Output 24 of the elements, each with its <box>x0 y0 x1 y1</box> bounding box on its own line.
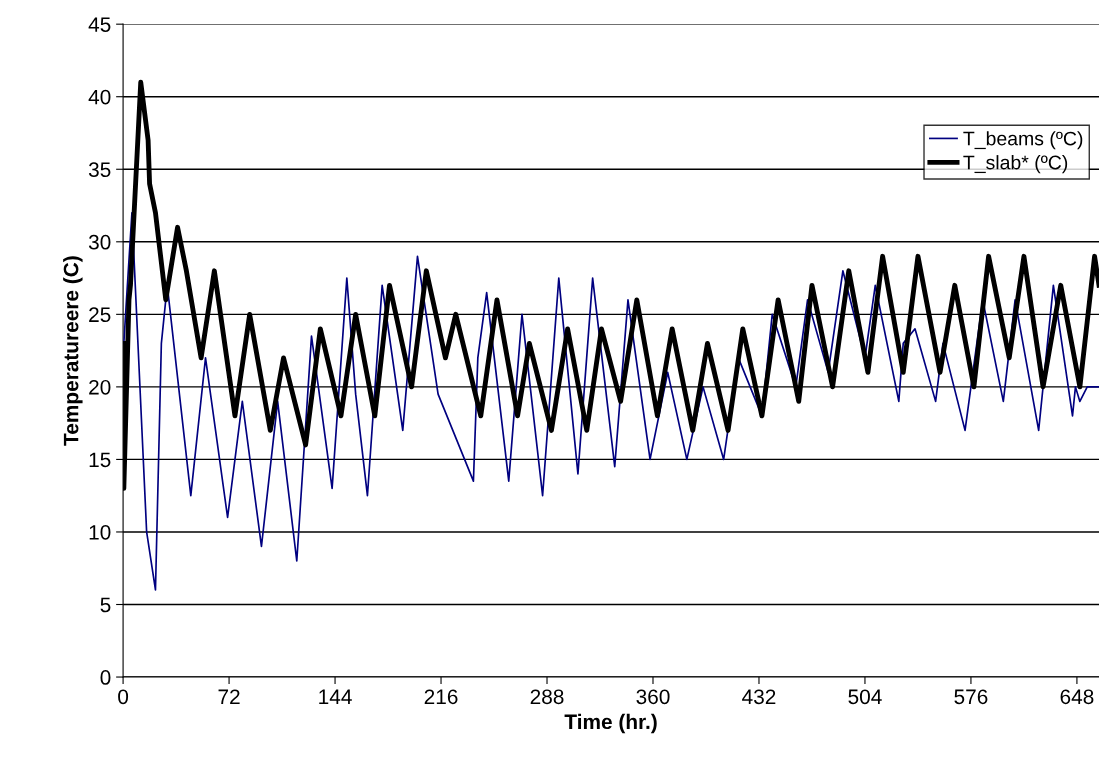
x-tick-label: 0 <box>118 689 129 705</box>
legend-label: T_beams (ºC) <box>963 131 1083 150</box>
y-tick-label: 25 <box>89 307 111 323</box>
x-axis-title: Time (hr.) <box>564 713 657 734</box>
y-tick-label: 45 <box>88 17 111 32</box>
y-tick-label: 20 <box>89 379 111 395</box>
y-tick-label: 10 <box>89 524 111 540</box>
y-tick-label: 30 <box>88 234 111 250</box>
x-tick-label: 288 <box>530 689 564 705</box>
x-tick-label: 648 <box>1060 689 1094 705</box>
x-tick-label: 72 <box>218 689 240 704</box>
legend-label: T_slab* (ºC) <box>963 155 1068 174</box>
y-axis-title: Temperatureere (C) <box>63 256 83 446</box>
y-tick-label: 15 <box>89 452 111 468</box>
x-tick-label: 504 <box>848 689 882 705</box>
y-tick-label: 0 <box>100 670 111 685</box>
y-tick-label: 5 <box>100 597 111 613</box>
y-tick-label: 35 <box>88 162 111 178</box>
x-tick-label: 216 <box>424 689 458 705</box>
x-tick-label: 360 <box>636 689 670 705</box>
y-tick-label: 40 <box>88 89 111 105</box>
x-tick-label: 432 <box>742 689 776 705</box>
x-tick-label: 144 <box>319 689 352 704</box>
x-tick-label: 576 <box>954 689 988 705</box>
